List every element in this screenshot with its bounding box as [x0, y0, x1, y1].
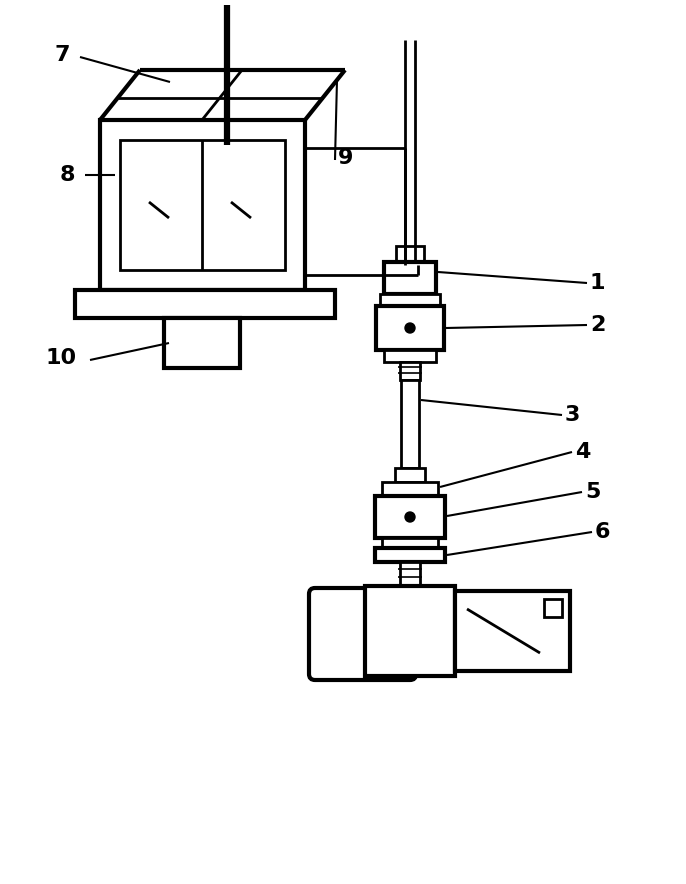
Bar: [164, 318, 240, 368]
Bar: [384, 262, 436, 294]
Bar: [400, 362, 420, 380]
Text: 10: 10: [45, 348, 76, 368]
Bar: [396, 246, 424, 262]
Text: 5: 5: [585, 482, 600, 502]
Circle shape: [405, 323, 415, 333]
Text: 2: 2: [590, 315, 605, 335]
Bar: [455, 591, 570, 671]
Bar: [375, 496, 445, 538]
Text: 1: 1: [590, 273, 606, 293]
Bar: [395, 468, 425, 482]
Bar: [365, 586, 455, 676]
Bar: [384, 350, 436, 362]
Bar: [75, 290, 335, 318]
Text: 8: 8: [60, 165, 75, 185]
Text: 7: 7: [55, 45, 71, 65]
Text: 9: 9: [338, 148, 353, 168]
Bar: [100, 120, 305, 290]
Bar: [376, 306, 444, 350]
Bar: [401, 380, 419, 468]
Text: 4: 4: [575, 442, 591, 462]
Bar: [544, 599, 562, 617]
Bar: [382, 538, 438, 548]
Bar: [400, 562, 420, 586]
Bar: [120, 140, 285, 270]
FancyBboxPatch shape: [309, 588, 416, 680]
Bar: [375, 548, 445, 562]
Text: 6: 6: [595, 522, 611, 542]
Text: 3: 3: [565, 405, 580, 425]
Bar: [380, 294, 440, 306]
Circle shape: [405, 512, 415, 522]
Bar: [382, 482, 438, 496]
